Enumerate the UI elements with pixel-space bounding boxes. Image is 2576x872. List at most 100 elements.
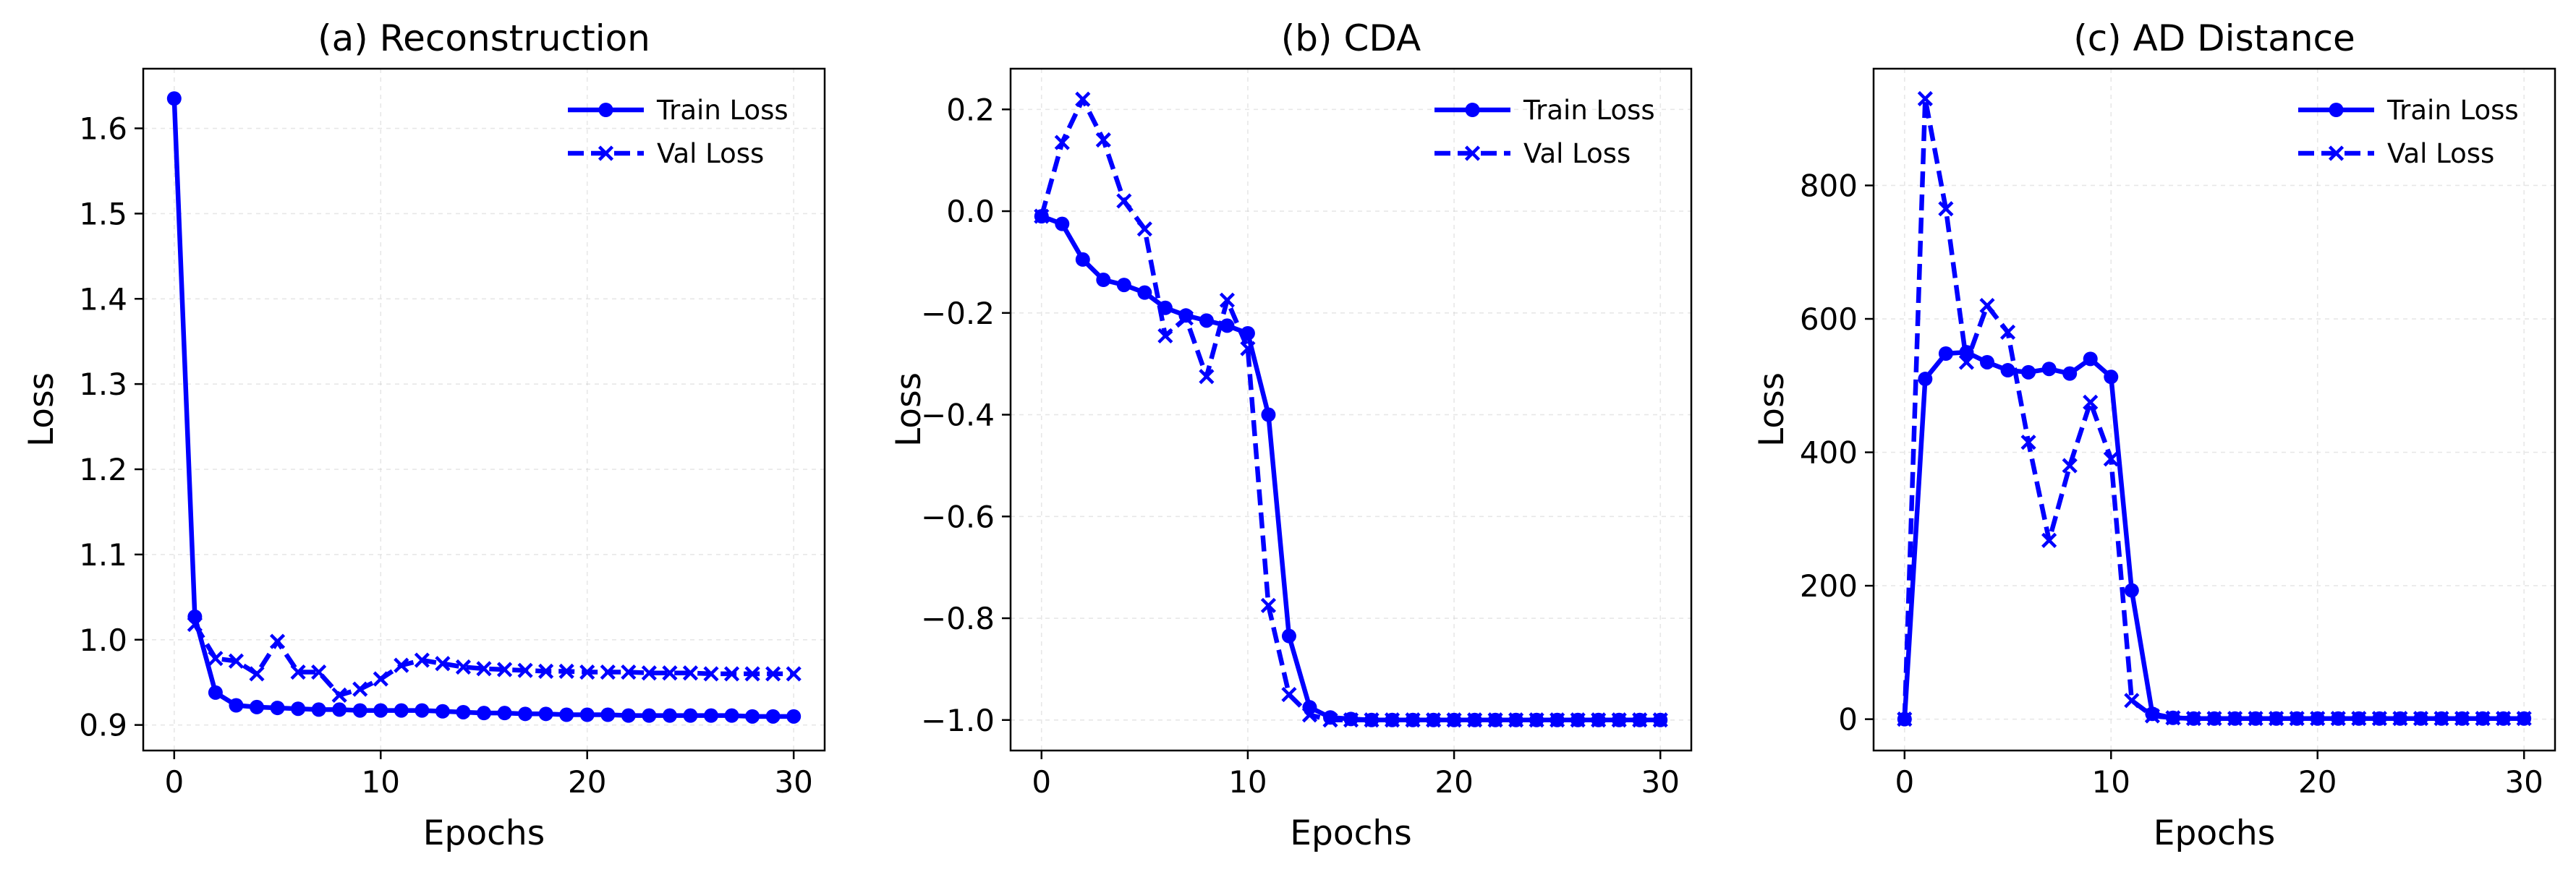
series-line-train: [1040, 214, 1661, 723]
data-point-val-13: [455, 659, 472, 675]
data-point-val-5: [290, 664, 306, 680]
x-tick-label: 10: [362, 764, 400, 800]
data-point-val-14: [1322, 712, 1338, 728]
data-point-train-3: [229, 698, 244, 713]
data-point-train-8: [2062, 366, 2078, 381]
data-point-val-12: [435, 656, 451, 672]
y-tick-label: 1.3: [79, 367, 127, 402]
data-point-train-14: [456, 704, 471, 719]
data-point-val-14: [2185, 711, 2202, 727]
data-point-val-0: [1897, 711, 1913, 727]
data-point-val-5: [1999, 324, 2016, 341]
data-point-val-5: [1136, 221, 1152, 237]
data-point-train-4: [250, 699, 264, 714]
x-tick-label: 20: [1434, 764, 1473, 800]
x-tick-label: 20: [2298, 764, 2337, 800]
y-tick-label: 1.0: [79, 623, 127, 658]
data-point-val-28: [2475, 711, 2491, 727]
data-point-train-14: [1322, 710, 1338, 725]
data-point-val-1: [1054, 134, 1070, 150]
chart-title: (a) Reconstruction: [318, 17, 650, 59]
data-point-train-4: [1116, 278, 1131, 293]
data-point-val-7: [331, 687, 347, 703]
data-point-train-21: [600, 707, 616, 722]
data-point-val-28: [1611, 712, 1627, 728]
data-point-val-12: [2144, 708, 2160, 724]
data-point-val-28: [765, 666, 781, 682]
data-point-val-10: [2103, 451, 2119, 467]
data-point-train-7: [311, 702, 326, 717]
data-point-train-15: [477, 706, 491, 721]
y-tick-label: 1.4: [79, 281, 127, 317]
data-point-val-15: [1343, 712, 1359, 728]
series-line-train: [171, 98, 794, 719]
data-point-train-3: [1096, 273, 1111, 288]
data-point-val-7: [2041, 532, 2057, 548]
y-axis-label: Loss: [22, 372, 61, 447]
data-point-train-9: [352, 703, 367, 718]
data-point-val-14: [476, 661, 492, 677]
data-point-val-13: [1301, 707, 1318, 723]
data-point-train-6: [2021, 364, 2036, 380]
y-tick-label: 0: [1838, 702, 1858, 738]
data-point-val-10: [1240, 341, 1256, 356]
data-point-val-2: [1075, 91, 1091, 107]
chart-panel-1: 0 10 20 30 −1.0 −0.8 −0.6 −0.4 −0.2 0.0 0.2 (b) CDA…: [889, 17, 1693, 853]
data-point-val-13: [2165, 710, 2181, 726]
data-point-val-26: [1570, 712, 1586, 728]
data-point-train-8: [1199, 313, 1214, 328]
data-point-train-17: [518, 706, 533, 722]
data-point-train-11: [2124, 583, 2139, 598]
x-axis-label: Epochs: [1290, 813, 1411, 853]
data-point-val-8: [352, 681, 368, 697]
legend-marker-x: [2328, 145, 2345, 161]
data-point-val-27: [1591, 712, 1607, 728]
data-point-val-15: [496, 662, 513, 677]
data-point-train-5: [2000, 363, 2015, 378]
data-point-val-3: [1958, 354, 1975, 370]
data-point-train-8: [332, 702, 347, 717]
x-tick-label: 0: [1895, 764, 1914, 800]
x-tick-label: 0: [1032, 764, 1051, 800]
legend-label: Train Loss: [656, 95, 788, 126]
legend: Train Loss Val Loss: [1434, 95, 1655, 169]
data-point-val-4: [269, 633, 286, 649]
data-point-train-12: [1281, 628, 1296, 644]
data-point-val-26: [2433, 711, 2449, 727]
data-point-val-20: [600, 664, 616, 680]
data-point-val-2: [1938, 201, 1954, 217]
data-point-val-6: [1157, 328, 1173, 344]
y-tick-label: 400: [1800, 435, 1858, 471]
plot-frame: [142, 67, 826, 752]
x-tick-label: 20: [568, 764, 606, 800]
y-tick-label: −0.4: [921, 398, 995, 433]
data-point-val-24: [682, 665, 699, 681]
chart-panel-2: 0 10 20 30 0 200 400 600 800 (c) AD Distance Epoch…: [1752, 17, 2556, 853]
data-point-train-1: [1055, 216, 1070, 231]
data-point-val-25: [703, 666, 719, 682]
data-point-train-27: [724, 708, 739, 723]
data-point-val-21: [1466, 712, 1483, 728]
data-point-train-1: [187, 609, 203, 624]
y-tick-label: 1.2: [79, 452, 127, 487]
y-tick-label: 0.2: [946, 92, 995, 127]
data-point-train-28: [745, 709, 760, 724]
data-point-val-16: [517, 662, 533, 678]
legend-marker-x: [598, 145, 614, 161]
data-point-train-5: [1137, 285, 1152, 300]
data-point-val-25: [2413, 711, 2429, 727]
data-point-val-3: [1095, 132, 1111, 148]
data-point-val-23: [662, 665, 678, 681]
y-tick-label: 1.5: [79, 196, 127, 231]
data-point-val-9: [1219, 292, 1236, 308]
data-point-val-4: [1116, 193, 1132, 209]
data-point-train-2: [208, 685, 223, 700]
data-point-val-0: [1034, 208, 1050, 224]
legend-label: Val Loss: [1523, 138, 1631, 169]
data-point-train-19: [559, 707, 574, 722]
data-point-val-1: [208, 651, 224, 667]
chart-title: (c) AD Distance: [2073, 17, 2355, 59]
data-point-val-15: [2206, 711, 2222, 727]
y-tick-label: −0.8: [921, 601, 995, 636]
